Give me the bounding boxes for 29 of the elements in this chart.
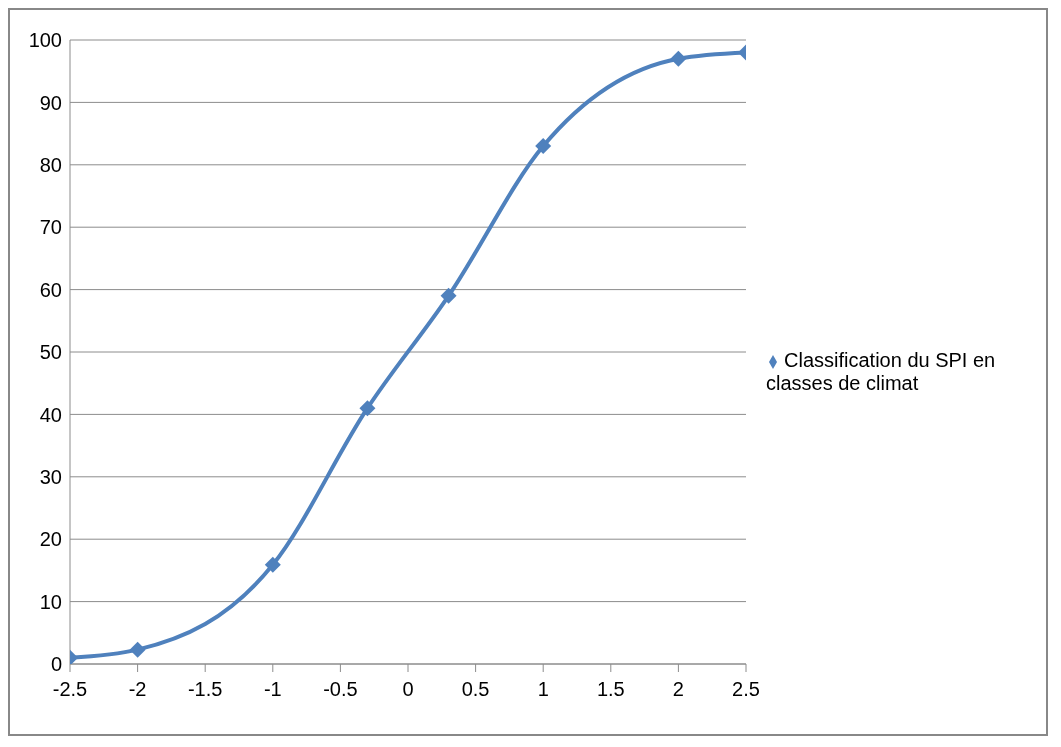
point <box>264 556 281 573</box>
point <box>670 50 687 67</box>
x-tick-label: -1.5 <box>187 678 223 701</box>
y-tick-label: 30 <box>39 465 62 488</box>
x-tick-label: -2.5 <box>52 678 88 701</box>
point <box>440 287 457 304</box>
point <box>535 138 552 155</box>
y-tick-label: 0 <box>50 653 62 676</box>
y-tick-label: 90 <box>39 91 62 114</box>
x-tick-label: 0 <box>402 678 414 701</box>
y-tick-label: 70 <box>39 216 62 239</box>
y-tick-label: 80 <box>39 153 62 176</box>
x-tick-label: 1.5 <box>596 678 625 701</box>
x-tick-label: -2 <box>128 678 147 701</box>
x-tick-label: -1 <box>263 678 282 701</box>
legend-label: Classification du SPI en classes de climat <box>766 349 996 394</box>
y-tick-label: 10 <box>39 590 62 613</box>
x-tick-label: 2 <box>672 678 684 701</box>
x-tick-label: 1 <box>537 678 549 701</box>
x-tick-label: 2.5 <box>732 678 760 701</box>
y-tick-label: 40 <box>39 403 62 426</box>
y-tick-label: 20 <box>39 528 62 551</box>
y-tick-label: 50 <box>39 341 62 364</box>
y-tick-label: 100 <box>28 29 62 52</box>
point <box>359 400 376 417</box>
y-tick-label: 60 <box>39 278 62 301</box>
x-tick-label: -0.5 <box>323 678 358 701</box>
point <box>129 641 146 658</box>
x-tick-label: 0.5 <box>461 678 490 701</box>
